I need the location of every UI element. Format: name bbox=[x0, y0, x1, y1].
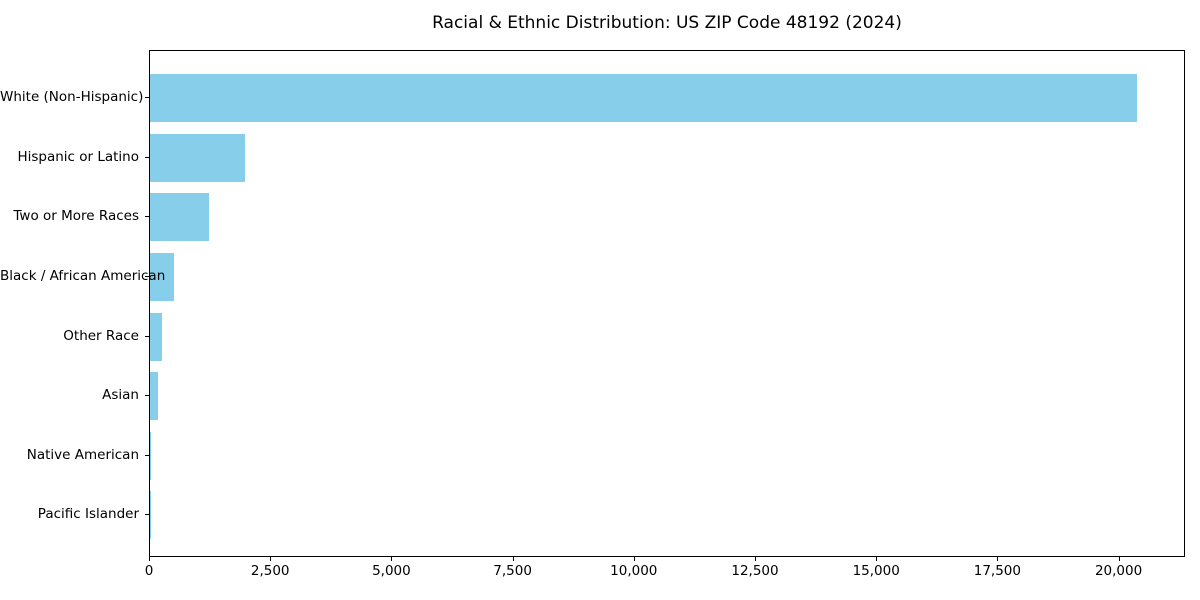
x-tick-mark bbox=[633, 557, 635, 561]
x-tick-label: 20,000 bbox=[1094, 563, 1143, 579]
bar-hispanic-or-latino bbox=[150, 133, 245, 182]
x-tick-label: 15,000 bbox=[852, 563, 900, 579]
x-tick-label: 7,500 bbox=[493, 563, 532, 579]
bar-native-american bbox=[150, 431, 152, 480]
y-tick-label: Pacific Islander bbox=[37, 506, 139, 523]
y-tick-label: Asian bbox=[102, 387, 139, 404]
y-tick-label: Other Race bbox=[63, 327, 139, 344]
x-tick-mark bbox=[876, 557, 878, 561]
bar-white-non-hispanic bbox=[150, 74, 1137, 123]
y-tick-label: Native American bbox=[26, 446, 139, 463]
y-tick-label: Black / African American bbox=[0, 268, 166, 284]
x-tick-label: 10,000 bbox=[610, 563, 658, 579]
x-tick-label: 0 bbox=[144, 563, 154, 579]
bar-asian bbox=[150, 372, 159, 421]
x-tick-label: 5,000 bbox=[372, 563, 411, 579]
y-tick-mark bbox=[145, 395, 149, 397]
y-tick-mark bbox=[145, 335, 149, 337]
x-tick-label: 12,500 bbox=[731, 563, 779, 579]
x-tick-mark bbox=[270, 557, 272, 561]
plot-area bbox=[149, 50, 1185, 557]
x-tick-mark bbox=[1118, 557, 1120, 561]
chart-title: Racial & Ethnic Distribution: US ZIP Cod… bbox=[432, 13, 902, 33]
x-tick-label: 17,500 bbox=[973, 563, 1021, 579]
y-tick-mark bbox=[145, 276, 149, 277]
y-tick-label: White (Non-Hispanic) bbox=[0, 89, 144, 106]
bar-two-or-more-races bbox=[150, 193, 210, 242]
x-tick-mark bbox=[512, 557, 514, 561]
y-tick-mark bbox=[145, 454, 149, 456]
y-tick-label: Hispanic or Latino bbox=[17, 148, 139, 165]
x-tick-mark bbox=[754, 557, 756, 561]
x-tick-mark bbox=[149, 557, 150, 561]
x-tick-mark bbox=[997, 557, 999, 561]
y-tick-label: Two or More Races bbox=[13, 208, 139, 225]
bar-black-african-american bbox=[150, 253, 174, 301]
y-tick-mark bbox=[145, 156, 149, 158]
bar-other-race bbox=[150, 312, 163, 361]
y-tick-mark bbox=[145, 216, 149, 218]
bar-pacific-islander bbox=[150, 491, 151, 540]
x-tick-label: 2,500 bbox=[250, 563, 290, 579]
x-tick-mark bbox=[391, 557, 393, 561]
y-tick-mark bbox=[145, 514, 149, 516]
y-tick-mark bbox=[145, 97, 149, 99]
